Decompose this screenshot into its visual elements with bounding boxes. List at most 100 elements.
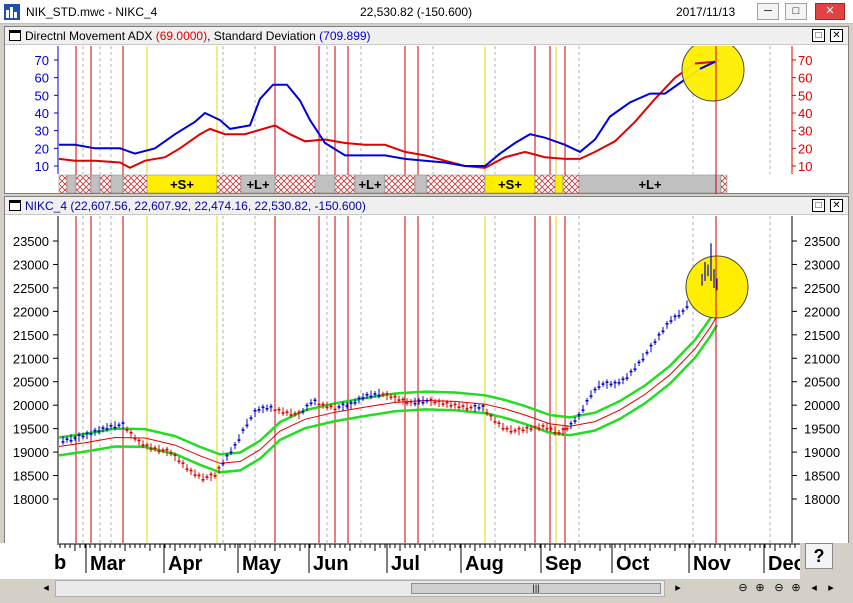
price-left-tick-label: 22500 <box>13 281 49 296</box>
month-label: Oct <box>616 553 650 575</box>
month-label: Mar <box>90 553 126 575</box>
signal-band-segment <box>58 174 68 194</box>
adx-chart: 70 70 60 60 50 50 40 40 30 30 20 20 10 10 +S+ +L+ +L+ +S+… <box>35 46 812 194</box>
price-left-tick-label: 23500 <box>13 234 49 249</box>
zoom-out-x-icon[interactable]: ⊖ <box>738 582 748 594</box>
price-right-tick-label: 19500 <box>804 422 840 437</box>
month-label: Jul <box>391 553 420 575</box>
page-left-button[interactable]: ◂ <box>811 582 817 594</box>
month-label: Dec <box>768 553 805 575</box>
signal-band-segment <box>99 174 112 194</box>
month-label: Jun <box>313 553 349 575</box>
signal-label: +S+ <box>498 177 522 192</box>
price-pane-title: NIKC_4 (22,607.56, 22,607.92, 22,474.16,… <box>25 199 366 213</box>
std-dev-line <box>59 60 716 167</box>
adx-pane-header: Directnl Movement ADX (69.0000), Standar… <box>5 27 848 45</box>
signal-band-segment <box>122 174 148 194</box>
signal-band-segment <box>534 174 556 194</box>
signal-band-segment <box>110 174 124 194</box>
adx-left-tick-label: 70 <box>35 53 49 68</box>
adx-line-highlight <box>694 60 716 65</box>
price-left-tick-label: 18500 <box>13 469 49 484</box>
adx-left-tick-label: 30 <box>35 124 49 139</box>
month-label: Nov <box>693 553 732 575</box>
window-title: NIK_STD.mwc - NIKC_4 <box>26 5 158 19</box>
adx-right-tick-label: 20 <box>798 141 812 156</box>
price-pane-header: NIKC_4 (22,607.56, 22,607.92, 22,474.16,… <box>5 197 848 215</box>
middle-band-line <box>58 315 718 464</box>
price-left-tick-label: 20000 <box>13 398 49 413</box>
signal-band-segment <box>90 174 101 194</box>
price-pane-close-button[interactable]: ✕ <box>830 199 843 212</box>
adx-left-tick-label: 50 <box>35 88 49 103</box>
signal-label: +L+ <box>638 177 662 192</box>
price-right-tick-label: 20500 <box>804 375 840 390</box>
price-pane: NIKC_4 (22,607.56, 22,607.92, 22,474.16,… <box>4 196 849 544</box>
price-left-tick-label: 23000 <box>13 257 49 272</box>
price-right-tick-label: 18500 <box>804 469 840 484</box>
price-right-tick-label: 23500 <box>804 234 840 249</box>
price-right-tick-label: 21000 <box>804 351 840 366</box>
price-left-tick-label: 18000 <box>13 492 49 507</box>
close-button[interactable]: ✕ <box>815 3 845 20</box>
zoom-in-x-icon[interactable]: ⊕ <box>755 582 765 594</box>
scrollbar-thumb[interactable]: ||| <box>411 583 661 594</box>
price-pane-maximize-button[interactable]: □ <box>812 199 825 212</box>
signal-band-segment <box>720 174 728 194</box>
price-right-tick-label: 18000 <box>804 492 840 507</box>
month-label: Sep <box>545 553 582 575</box>
signal-band-segment <box>562 174 580 194</box>
signal-label: +L+ <box>358 177 382 192</box>
minimize-button[interactable]: ─ <box>757 3 779 20</box>
adx-right-tick-label: 70 <box>798 53 812 68</box>
signal-band-segment <box>384 174 416 194</box>
adx-left-tick-label: 60 <box>35 71 49 86</box>
adx-right-tick-label: 30 <box>798 124 812 139</box>
adx-right-tick-label: 50 <box>798 88 812 103</box>
month-label: Aug <box>465 553 504 575</box>
adx-right-tick-label: 60 <box>798 71 812 86</box>
price-left-tick-label: 19000 <box>13 445 49 460</box>
lower-band-line <box>58 324 719 474</box>
price-left-tick-label: 22000 <box>13 304 49 319</box>
price-chart: 23500 23500 23000 23000 22500 22500 22000 22000… <box>13 216 840 544</box>
adx-left-tick-label: 10 <box>35 159 49 174</box>
signal-band-segment <box>414 174 428 194</box>
adx-pane-close-button[interactable]: ✕ <box>830 29 843 42</box>
price-right-tick-label: 20000 <box>804 398 840 413</box>
price-right-tick-label: 22500 <box>804 281 840 296</box>
adx-pane-title: Directnl Movement ADX (69.0000), Standar… <box>25 29 371 43</box>
page-right-button[interactable]: ▸ <box>828 582 834 594</box>
signal-band-segment <box>554 174 564 194</box>
window-date: 2017/11/13 <box>676 5 736 19</box>
signal-label: +S+ <box>170 177 194 192</box>
month-label: May <box>242 553 282 575</box>
price-left-tick-label: 21500 <box>13 328 49 343</box>
horizontal-scrollbar[interactable]: ||| <box>55 580 665 597</box>
adx-left-tick-label: 40 <box>35 106 49 121</box>
price-right-tick-label: 19000 <box>804 445 840 460</box>
app-icon <box>4 4 20 20</box>
zoom-in-y-icon[interactable]: ⊕ <box>791 582 801 594</box>
maximize-button[interactable]: □ <box>785 3 807 20</box>
adx-pane-maximize-button[interactable]: □ <box>812 29 825 42</box>
scroll-right-button[interactable]: ▸ <box>675 582 681 594</box>
time-axis: b Mar Apr May Jun Jul Aug Sep Oct Nov Dec <box>0 543 853 579</box>
window-titlebar: NIK_STD.mwc - NIKC_4 22,530.82 (-150.600… <box>0 0 853 24</box>
help-button[interactable]: ? <box>805 543 833 569</box>
scroll-left-button[interactable]: ◂ <box>43 582 49 594</box>
window-quote: 22,530.82 (-150.600) <box>360 5 473 19</box>
adx-right-tick-label: 40 <box>798 106 812 121</box>
adx-pane: Directnl Movement ADX (69.0000), Standar… <box>4 26 849 194</box>
zoom-out-y-icon[interactable]: ⊖ <box>774 582 784 594</box>
adx-highlight-circle <box>681 46 745 102</box>
adx-right-tick-label: 10 <box>798 159 812 174</box>
month-label-partial: b <box>54 552 66 574</box>
pane-window-icon <box>9 30 21 41</box>
price-left-tick-label: 20500 <box>13 375 49 390</box>
price-left-tick-label: 21000 <box>13 351 49 366</box>
price-right-tick-label: 21500 <box>804 328 840 343</box>
signal-band-segment <box>216 174 242 194</box>
signal-label: +L+ <box>246 177 270 192</box>
price-right-tick-label: 23000 <box>804 257 840 272</box>
